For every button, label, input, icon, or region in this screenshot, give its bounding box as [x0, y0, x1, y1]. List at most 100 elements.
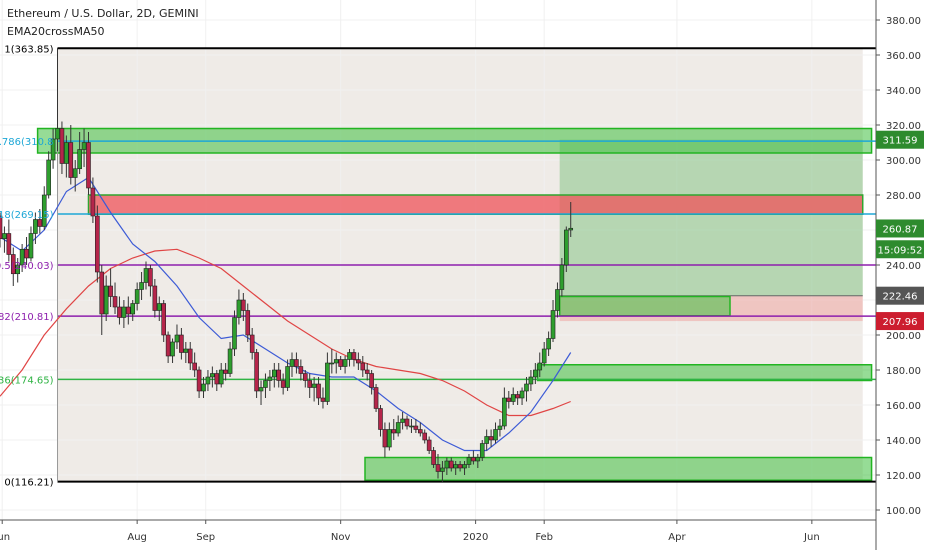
candle-body: [307, 380, 312, 388]
candle-body: [263, 380, 268, 388]
candle-body: [294, 359, 299, 367]
candle-body: [568, 227, 574, 231]
candle-body: [524, 383, 529, 392]
candle-body: [448, 460, 454, 469]
candle-body: [541, 348, 547, 364]
price-label: 15:09:52: [878, 245, 923, 256]
price-label-box: [876, 219, 924, 238]
candle-body: [90, 187, 96, 217]
candle-body: [95, 215, 100, 273]
candle-body: [426, 439, 432, 451]
candle-body: [409, 425, 414, 428]
candle-body: [289, 359, 295, 367]
candle-body: [0, 215, 3, 240]
fib-label: 0(116.21): [4, 478, 53, 489]
fib-label: 0.786(310.8: [0, 137, 54, 148]
price-tick-label: 380.00: [886, 16, 921, 27]
candle-body: [555, 289, 560, 311]
price-tick-label: 180.00: [886, 366, 921, 377]
time-tick-label: Aug: [127, 532, 147, 543]
candle-body: [395, 422, 401, 434]
candle-body: [130, 303, 136, 315]
time-tick-label: Sep: [196, 532, 215, 543]
candle-body: [210, 373, 215, 378]
candle-body: [559, 264, 565, 290]
candle-body: [86, 142, 91, 189]
candle-body: [170, 341, 175, 357]
candle-body: [528, 376, 534, 385]
candle-body: [360, 362, 366, 371]
price-tick-label: 360.00: [886, 51, 921, 62]
candle-body: [502, 397, 507, 427]
candle-body: [55, 128, 60, 140]
candle-body: [444, 460, 450, 469]
price-tick-label: 300.00: [886, 156, 921, 167]
candle-body: [546, 338, 551, 350]
candle-body: [537, 362, 543, 371]
candle-body: [179, 334, 184, 353]
candle-body: [515, 394, 520, 399]
candle-body: [117, 306, 122, 318]
candle-body: [121, 306, 127, 318]
candle-body: [108, 285, 113, 297]
candle-body: [550, 310, 556, 339]
fib-label: 1(363.85): [4, 44, 53, 55]
fib-label: 0.382(210.81): [0, 312, 54, 323]
candle-body: [59, 128, 65, 164]
candle-body: [227, 348, 233, 374]
candle-body: [81, 142, 87, 150]
candle-body: [378, 408, 383, 430]
indicator-label: EMA20crossMA50: [7, 25, 105, 38]
candle-body: [148, 268, 153, 287]
price-tick-label: 240.00: [886, 261, 921, 272]
price-tick-label: 100.00: [886, 506, 921, 517]
candle-body: [338, 359, 343, 367]
price-label-box: [876, 286, 924, 305]
price-tick-label: 140.00: [886, 436, 921, 447]
candle-body: [320, 397, 326, 402]
candle-body: [68, 142, 74, 178]
candle-body: [134, 289, 140, 304]
fib-label: 0.236(174.65): [0, 375, 54, 386]
candle-body: [139, 282, 144, 290]
price-label-box: [876, 130, 924, 149]
candle-body: [245, 310, 251, 336]
candle-body: [205, 376, 211, 385]
candle-body: [201, 383, 206, 392]
candle-body: [33, 219, 38, 234]
candle-body: [510, 394, 516, 402]
candle-body: [311, 383, 317, 388]
price-label: 222.46: [883, 292, 918, 303]
candle-body: [347, 352, 352, 360]
candle-body: [2, 233, 7, 240]
price-tick-label: 320.00: [886, 121, 921, 132]
candle-body: [298, 366, 304, 374]
candle-body: [196, 369, 202, 392]
candle-body: [342, 359, 348, 367]
candle-body: [143, 268, 149, 283]
candle-body: [152, 285, 158, 311]
candle-body: [258, 387, 264, 392]
candle-body: [249, 334, 255, 353]
candle-body: [24, 248, 29, 259]
candle-body: [214, 373, 220, 385]
price-tick-label: 280.00: [886, 191, 921, 202]
candle-body: [112, 296, 118, 308]
candle-body: [272, 369, 277, 378]
zone-red-1: [87, 194, 864, 215]
candle-body: [564, 229, 569, 266]
candle-body: [453, 464, 458, 469]
candle-body: [457, 464, 463, 469]
candle-body: [475, 457, 481, 462]
candle-body: [533, 369, 538, 378]
candle-body: [6, 233, 12, 255]
candle-body: [333, 359, 339, 364]
candle-body: [232, 317, 237, 350]
candle-body: [183, 348, 189, 353]
candle-body: [46, 159, 51, 196]
candle-body: [431, 450, 436, 465]
candle-body: [41, 194, 47, 227]
candle-body: [391, 429, 397, 434]
candle-body: [484, 436, 489, 444]
